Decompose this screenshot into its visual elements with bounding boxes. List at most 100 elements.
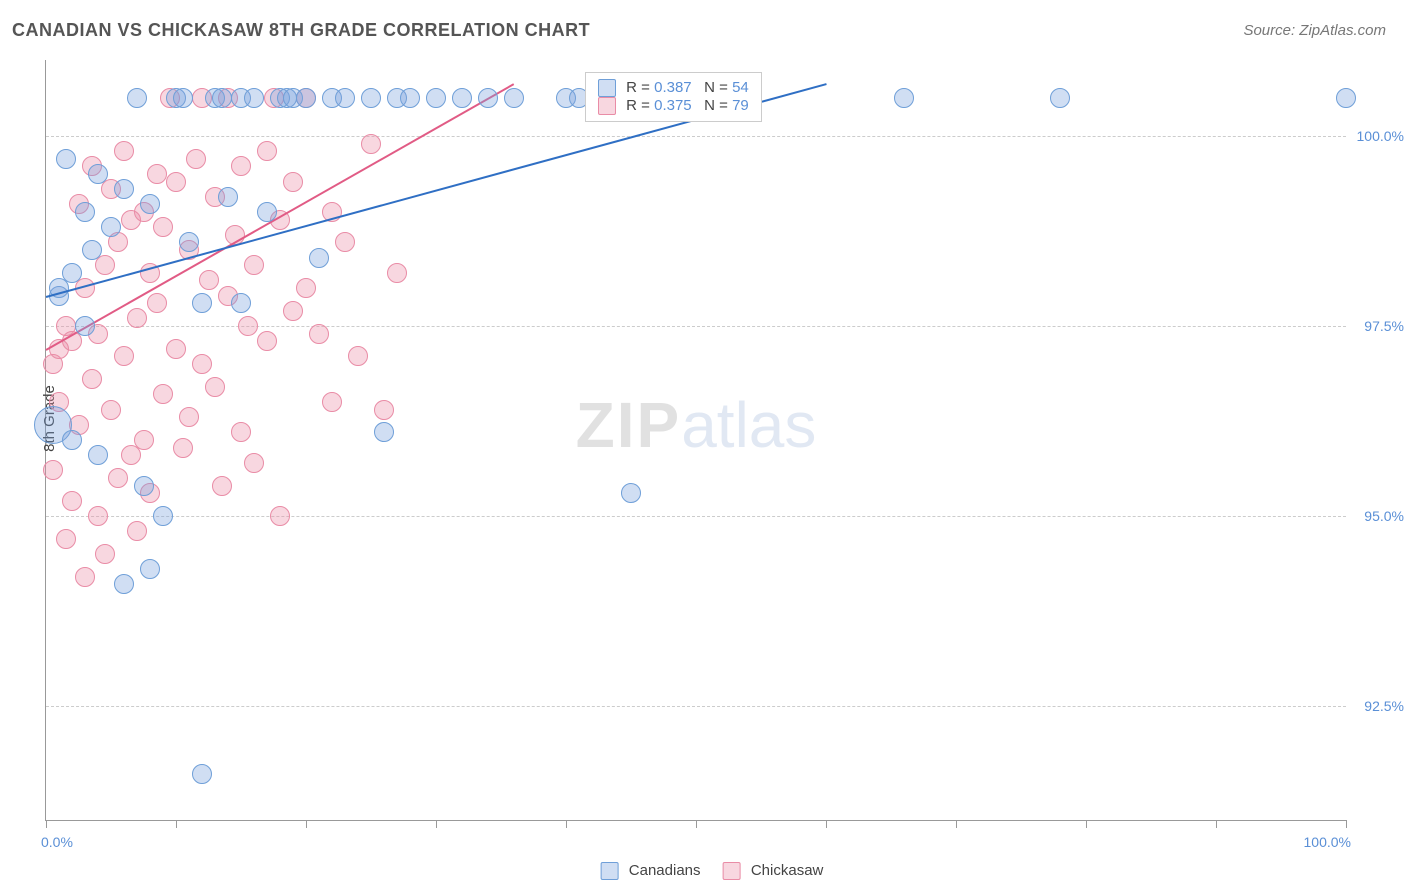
chickasaw-point: [153, 217, 173, 237]
canadians-point: [62, 430, 82, 450]
chickasaw-point: [244, 453, 264, 473]
chickasaw-point: [82, 369, 102, 389]
y-tick-label: 95.0%: [1364, 508, 1404, 524]
chickasaw-point: [114, 346, 134, 366]
gridline: [46, 516, 1346, 517]
canadians-point: [309, 248, 329, 268]
chickasaw-point: [270, 506, 290, 526]
chickasaw-point: [95, 255, 115, 275]
chickasaw-point: [283, 301, 303, 321]
swatch-canadians: [598, 79, 616, 97]
watermark: ZIPatlas: [576, 388, 817, 462]
chickasaw-point: [283, 172, 303, 192]
canadians-point: [244, 88, 264, 108]
chickasaw-point: [387, 263, 407, 283]
stats-row-chickasaw: R = 0.375 N = 79: [598, 97, 749, 115]
source-label: Source: ZipAtlas.com: [1243, 22, 1386, 39]
x-tick: [1346, 820, 1347, 828]
n-canadians: 54: [732, 79, 749, 96]
chickasaw-point: [257, 331, 277, 351]
chickasaw-point: [147, 164, 167, 184]
chickasaw-point: [244, 255, 264, 275]
chickasaw-point: [348, 346, 368, 366]
canadians-point: [153, 506, 173, 526]
n-chickasaw: 79: [732, 97, 749, 114]
chickasaw-point: [296, 278, 316, 298]
swatch-chickasaw: [598, 97, 616, 115]
canadians-point: [231, 293, 251, 313]
watermark-atlas: atlas: [681, 389, 816, 461]
chickasaw-point: [179, 407, 199, 427]
canadians-point: [504, 88, 524, 108]
canadians-point: [62, 263, 82, 283]
chickasaw-point: [212, 476, 232, 496]
x-tick: [306, 820, 307, 828]
chickasaw-point: [147, 293, 167, 313]
canadians-point: [82, 240, 102, 260]
chart-title: CANADIAN VS CHICKASAW 8TH GRADE CORRELAT…: [12, 20, 590, 41]
canadians-point: [88, 445, 108, 465]
canadians-point: [173, 88, 193, 108]
canadians-point: [88, 164, 108, 184]
canadians-point: [426, 88, 446, 108]
chickasaw-point: [205, 377, 225, 397]
canadians-point: [374, 422, 394, 442]
chickasaw-point: [166, 339, 186, 359]
chickasaw-point: [309, 324, 329, 344]
chickasaw-point: [322, 392, 342, 412]
chickasaw-point: [374, 400, 394, 420]
chickasaw-point: [75, 567, 95, 587]
canadians-point: [75, 316, 95, 336]
y-tick-label: 97.5%: [1364, 318, 1404, 334]
x-label-max: 100.0%: [1304, 834, 1351, 850]
canadians-point: [127, 88, 147, 108]
chickasaw-point: [62, 491, 82, 511]
x-tick: [956, 820, 957, 828]
canadians-point: [140, 194, 160, 214]
plot-area: 8th Grade ZIPatlas 0.0% 100.0% 92.5%95.0…: [45, 60, 1346, 821]
legend-swatch-chickasaw: [723, 862, 741, 880]
canadians-point: [56, 149, 76, 169]
canadians-point: [101, 217, 121, 237]
x-tick: [436, 820, 437, 828]
canadians-point: [179, 232, 199, 252]
r-canadians: 0.387: [654, 79, 692, 96]
x-tick: [46, 820, 47, 828]
canadians-point: [400, 88, 420, 108]
y-tick-label: 92.5%: [1364, 698, 1404, 714]
canadians-point: [192, 764, 212, 784]
canadians-point: [257, 202, 277, 222]
legend-swatch-canadians: [601, 862, 619, 880]
r-chickasaw: 0.375: [654, 97, 692, 114]
bottom-legend: Canadians Chickasaw: [583, 862, 824, 880]
x-tick: [696, 820, 697, 828]
canadians-point: [218, 187, 238, 207]
x-label-min: 0.0%: [41, 834, 73, 850]
canadians-point: [478, 88, 498, 108]
x-tick: [826, 820, 827, 828]
chickasaw-point: [134, 430, 154, 450]
canadians-point: [335, 88, 355, 108]
chickasaw-point: [43, 460, 63, 480]
chickasaw-point: [238, 316, 258, 336]
y-tick-label: 100.0%: [1357, 128, 1404, 144]
chickasaw-trendline: [46, 83, 515, 351]
chickasaw-point: [231, 156, 251, 176]
canadians-point: [212, 88, 232, 108]
stats-row-canadians: R = 0.387 N = 54: [598, 79, 749, 97]
canadians-point: [1336, 88, 1356, 108]
chickasaw-point: [192, 354, 212, 374]
legend-label-canadians: Canadians: [629, 862, 701, 879]
gridline: [46, 136, 1346, 137]
chickasaw-point: [166, 172, 186, 192]
legend-label-chickasaw: Chickasaw: [751, 862, 824, 879]
chickasaw-point: [127, 308, 147, 328]
canadians-point: [140, 559, 160, 579]
x-tick: [1216, 820, 1217, 828]
x-tick: [176, 820, 177, 828]
watermark-zip: ZIP: [576, 389, 682, 461]
canadians-point: [192, 293, 212, 313]
chickasaw-point: [101, 400, 121, 420]
canadians-point: [1050, 88, 1070, 108]
canadians-point: [894, 88, 914, 108]
